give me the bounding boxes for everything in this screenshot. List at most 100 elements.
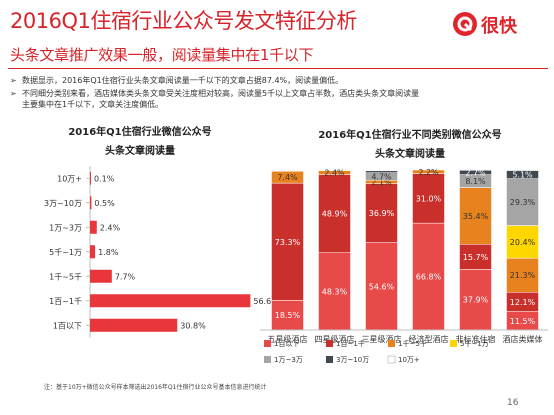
stack-data-label: 2.2% [418, 168, 439, 177]
bullet-marker: ➢ [10, 89, 17, 98]
title-divider [8, 68, 548, 69]
bullet-2: ➢ 不同细分类别来看，酒店媒体类头条文章受关注度相对较高，阅读量5千以上文章占半… [10, 88, 540, 112]
left-chart-category-label: 1百~1千 [49, 296, 82, 306]
right-chart-category-label: 非标准住宿 [456, 334, 496, 344]
brand-logo: 很快 [453, 12, 549, 40]
right-chart-title-line-1: 2016年Q1住宿行业不同类别微信公众号 [318, 130, 502, 141]
legend-label: 1百~1千 [336, 339, 365, 348]
right-chart-title-line-2: 头条文章阅读量 [375, 149, 445, 160]
left-chart-title-line-1: 2016年Q1住宿行业微信公众号 [68, 127, 212, 138]
legend-swatch [326, 340, 333, 347]
left-chart-category-label: 1千~5千 [49, 271, 82, 281]
left-chart-category-label: 1万~3万 [49, 223, 82, 232]
legend-label: 1万~3万 [274, 356, 303, 364]
slide-title: 2016Q1住宿行业公众号发文特征分析 [10, 9, 357, 33]
legend-swatch [450, 340, 457, 347]
bullet-marker: ➢ [10, 76, 17, 85]
stack-segment-1 [412, 173, 445, 224]
stack-data-label: 18.5% [275, 311, 301, 320]
stack-data-label: 20.4% [510, 238, 536, 247]
stack-data-label: 36.9% [369, 209, 395, 218]
stack-data-label: 2.7% [465, 168, 486, 177]
left-chart-data-label: 30.8% [180, 321, 206, 330]
right-chart-title: 2016年Q1住宿行业不同类别微信公众号 头条文章阅读量 [285, 126, 535, 160]
logo-text: 很快 [481, 16, 517, 37]
stack-segment-5 [365, 170, 398, 173]
stack-data-label: 35.4% [463, 212, 489, 221]
page-number: 16 [507, 398, 519, 408]
stack-data-label: 5.1% [512, 171, 533, 180]
left-chart-bar [90, 171, 91, 185]
stack-data-label: 66.8% [416, 273, 442, 282]
left-chart-bar [90, 294, 251, 308]
left-chart-category-label: 10万+ [57, 174, 82, 183]
left-chart-data-label: 1.8% [98, 248, 119, 257]
left-chart-category-label: 3万~10万 [44, 199, 82, 208]
left-chart-bar [90, 220, 97, 234]
stack-data-label: 29.3% [510, 198, 536, 207]
left-chart-bar [90, 269, 112, 283]
stack-segment-3 [506, 225, 539, 259]
stack-segment-0 [412, 222, 445, 331]
right-chart-category-label: 经济型酒店 [409, 334, 449, 344]
left-chart-data-label: 2.4% [100, 223, 121, 232]
left-chart-data-label: 56.6% [253, 297, 279, 306]
right-stacked-bar-chart: 18.5% 73.3% 7.4% 五星级酒店 48.3% 48.9% 2.4% 四星级酒店 54… [260, 168, 548, 364]
stack-segment-1 [271, 182, 304, 301]
bullet-2-text-line-1: 不同细分类别来看，酒店媒体类头条文章受关注度相对较高，阅读量5千以上文章占半数，… [22, 89, 420, 98]
stack-segment-0 [365, 242, 398, 331]
right-chart-category-label: 三星级酒店 [362, 334, 402, 344]
left-chart-bar [90, 318, 178, 332]
left-bar-chart: 10万+ 0.1% 3万~10万 0.5% 1万~3万 2.4% 5千~1万 1.8% 1千~5… [44, 166, 279, 338]
stack-segment-4 [271, 170, 304, 172]
right-chart-category-label: 五星级酒店 [268, 334, 308, 344]
right-chart-category-label: 四星级酒店 [315, 334, 355, 344]
legend-label: 1百以下 [274, 340, 299, 348]
legend-label: 3万~10万 [336, 356, 369, 364]
legend-label: 10万+ [398, 356, 420, 364]
legend-swatch [264, 340, 271, 347]
stack-segment-2 [459, 187, 492, 245]
stack-segment-1 [365, 183, 398, 243]
left-chart-category-label: 5千~1万 [49, 247, 82, 257]
stack-data-label: 11.5% [510, 317, 536, 326]
stack-data-label: 15.7% [463, 253, 489, 262]
bullet-1: ➢ 数据显示，2016年Q1住宿行业头条文章阅读量一千以下的文章占据87.4%，… [10, 75, 540, 87]
stack-data-label: 73.3% [275, 238, 301, 247]
legend-swatch [387, 355, 396, 364]
stack-data-label: 54.6% [369, 282, 395, 291]
stack-segment-2 [506, 257, 539, 293]
right-chart-category-label: 酒店类媒体 [503, 334, 543, 344]
stack-data-label: 7.4% [277, 173, 298, 182]
stack-data-label: 21.3% [510, 271, 536, 280]
legend-label: 1千~5千 [398, 339, 427, 348]
stack-segment-1 [459, 243, 492, 270]
logo-badge-icon [453, 12, 477, 36]
left-chart-data-label: 0.1% [94, 174, 115, 183]
footnote: 注：基于10万+微信公众号样本筛选出2016年Q1住宿行业公众号基本信息进行统计 [44, 384, 267, 391]
left-chart-title: 2016年Q1住宿行业微信公众号 头条文章阅读量 [30, 123, 250, 157]
legend-swatch [388, 340, 395, 347]
left-chart-title-line-2: 头条文章阅读量 [105, 146, 175, 157]
stack-data-label: 12.1% [510, 298, 536, 307]
stack-segment-5 [459, 170, 492, 175]
stack-segment-2 [318, 170, 351, 175]
legend-swatch [326, 356, 333, 363]
stack-segment-2 [412, 169, 445, 174]
left-chart-bar [90, 196, 92, 210]
stack-segment-4 [506, 178, 539, 226]
left-chart-bar [90, 245, 96, 259]
stack-data-label: 4.7% [371, 172, 392, 181]
left-chart-data-label: 7.7% [115, 272, 136, 281]
stack-data-label: 37.9% [463, 296, 489, 305]
bullet-1-text: 数据显示，2016年Q1住宿行业头条文章阅读量一千以下的文章占据87.4%，阅读… [22, 76, 344, 85]
bullet-2-text-line-2: 主要集中在1千以下，文章关注度偏低。 [22, 100, 164, 109]
stack-data-label: 31.0% [416, 194, 442, 203]
stack-data-label: 48.9% [322, 210, 348, 219]
stack-data-label: 48.3% [322, 287, 348, 296]
stack-segment-1 [318, 174, 351, 253]
legend-label: 5千~1万 [460, 339, 489, 348]
stack-data-label: 8.1% [465, 177, 486, 186]
left-chart-data-label: 0.5% [94, 199, 115, 208]
left-chart-category-label: 1百以下 [53, 321, 82, 330]
